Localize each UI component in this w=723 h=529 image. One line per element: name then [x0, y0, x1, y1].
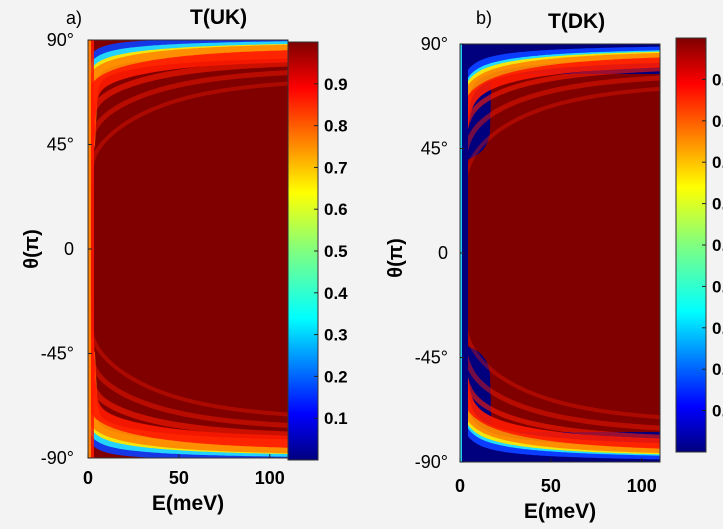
- panel-a-colorbar: [288, 42, 318, 460]
- panel-b-x-tick-label: 50: [541, 476, 561, 496]
- panel-a-bg: [88, 40, 288, 458]
- panel-a-y-tick-label: -45°: [41, 344, 74, 364]
- panel-a-y-tick-label: -90°: [41, 448, 74, 468]
- panel-a-colorbar-tick-label: 0.1: [324, 409, 348, 428]
- panel-b-band-top-6: [460, 66, 660, 249]
- panel-a-heatmap: [88, 40, 288, 458]
- panel-b-x-tick-label: 100: [627, 476, 657, 496]
- panel-b-y-tick-label: 90°: [421, 34, 448, 54]
- panel-a-y-tick-label: 0: [64, 239, 74, 259]
- panel-a: a) T(UK) 90° 45° 0 -45° -90° 0 50 100 θ(π) E(m…: [21, 6, 348, 515]
- panel-b-y-tick-label: 0: [438, 243, 448, 263]
- panel-b-ylabel: θ(π): [385, 238, 407, 277]
- panel-b-band-bottom-6: [460, 257, 660, 440]
- panel-b-colorbar-tick-label: 0.6: [712, 195, 723, 214]
- panel-a-colorbar-tick-label: 0.4: [324, 284, 348, 303]
- panel-a-y-tick-label: 45°: [47, 135, 74, 155]
- panel-b-y-tick-label: -90°: [415, 452, 448, 472]
- panel-a-ylabel: θ(π): [21, 229, 43, 268]
- panel-b-colorbar-tick-label: 0.2: [712, 360, 723, 379]
- panel-a-colorbar-ticks: 0.1 0.2 0.3 0.4 0.5 0.6 0.7 0.8 0.9: [314, 75, 348, 428]
- panel-a-colorbar-tick-label: 0.7: [324, 158, 348, 177]
- panel-b-colorbar-tick-label: 0.1: [712, 402, 723, 421]
- panel-b-y-tick-label: -45°: [415, 348, 448, 368]
- panel-a-band-bottom-5: [88, 321, 288, 438]
- panel-b-band-bottom-5: [460, 271, 660, 449]
- panel-b-colorbar: [676, 38, 706, 452]
- panel-a-band-bottom-7: [88, 271, 288, 417]
- panel-a-x-tick-label: 100: [255, 468, 285, 488]
- panel-a-band-top-7: [88, 81, 288, 227]
- panel-a-title: T(UK): [190, 6, 247, 29]
- panel-a-x-tick-label: 0: [83, 468, 93, 488]
- panel-a-xlabel: E(meV): [152, 492, 224, 515]
- panel-b-colorbar-tick-label: 0.4: [712, 277, 723, 296]
- panel-b-y-ticks: 90° 45° 0 -45° -90°: [415, 34, 464, 472]
- panel-a-y-ticks: 90° 45° 0 -45° -90°: [41, 30, 92, 468]
- panel-b-band-top-8: [460, 86, 660, 255]
- panel-b-colorbar-tick-label: 0.8: [712, 112, 723, 131]
- panel-b-band-bottom-7: [460, 250, 660, 431]
- panel-a-band-top-6: [88, 70, 288, 200]
- panel-a-colorbar-tick-label: 0.2: [324, 367, 348, 386]
- panel-b-heatmap: [460, 44, 660, 462]
- panel-b-xlabel: E(meV): [524, 500, 596, 523]
- panel-a-band-top-5: [88, 60, 288, 177]
- panel-b-bg: [460, 44, 660, 462]
- panel-a-band-top-4: [88, 50, 288, 162]
- panel-a-colorbar-tick-label: 0.5: [324, 242, 348, 261]
- panel-b-colorbar-tick-label: 0.3: [712, 319, 723, 338]
- panel-b-x-tick-label: 0: [455, 476, 465, 496]
- panel-b-colorbar-ticks: 0.9 0.8 0.7 0.6 0.5 0.4 0.3 0.2 0.1: [702, 70, 723, 421]
- panel-b-colorbar-tick-label: 0.7: [712, 153, 723, 172]
- panel-a-x-ticks: 0 50 100: [83, 454, 285, 488]
- panel-a-band-bottom-4: [88, 336, 288, 448]
- panel-b: b) T(DK) 90° 45° 0 -45° -90° 0 50 100 θ(π) E(m…: [385, 8, 723, 523]
- panel-a-band-bottom-6: [88, 298, 288, 428]
- panel-a-x-tick-label: 50: [169, 468, 189, 488]
- panel-b-colorbar-tick-label: 0.5: [712, 236, 723, 255]
- panel-a-colorbar-tick-label: 0.9: [324, 75, 348, 94]
- panel-a-colorbar-tick-label: 0.3: [324, 326, 348, 345]
- panel-b-y-tick-label: 45°: [421, 139, 448, 159]
- panel-a-label: a): [66, 8, 82, 28]
- panel-a-colorbar-tick-label: 0.6: [324, 200, 348, 219]
- panel-b-band-top-5: [460, 57, 660, 235]
- panel-b-x-ticks: 0 50 100: [455, 458, 657, 496]
- panel-b-label: b): [476, 8, 492, 28]
- panel-b-band-bottom-8: [460, 251, 660, 420]
- panel-a-y-tick-label: 90°: [47, 30, 74, 50]
- panel-b-band-top-7: [460, 75, 660, 256]
- panel-b-colorbar-tick-label: 0.9: [712, 70, 723, 89]
- panel-b-title: T(DK): [548, 10, 605, 33]
- panel-a-colorbar-tick-label: 0.8: [324, 117, 348, 136]
